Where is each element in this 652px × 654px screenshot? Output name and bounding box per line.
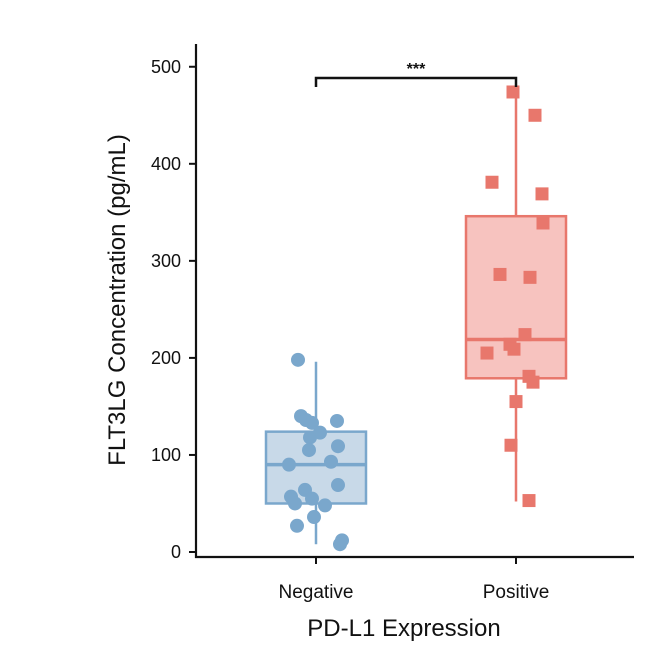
data-point bbox=[526, 375, 540, 389]
data-point bbox=[506, 85, 520, 99]
data-point bbox=[331, 478, 345, 493]
data-point bbox=[522, 494, 536, 508]
data-point bbox=[318, 498, 332, 513]
data-point bbox=[288, 496, 302, 511]
significance-bracket: *** bbox=[314, 61, 518, 87]
y-axis-title: FLT3LG Concentration (pg/mL) bbox=[104, 134, 131, 466]
data-point bbox=[282, 457, 296, 472]
data-point bbox=[303, 430, 317, 445]
x-tick-label-positive: Positive bbox=[483, 582, 550, 603]
data-point bbox=[290, 518, 304, 533]
data-point bbox=[305, 491, 319, 506]
boxes-layer bbox=[264, 97, 568, 545]
data-point bbox=[480, 346, 494, 360]
data-point bbox=[509, 395, 523, 409]
x-axis-ticks: Negative Positive bbox=[279, 557, 550, 603]
x-tick-label-negative: Negative bbox=[279, 582, 354, 603]
data-point bbox=[507, 342, 521, 356]
data-point bbox=[333, 537, 347, 552]
significance-label: *** bbox=[407, 61, 426, 78]
data-point bbox=[535, 187, 549, 201]
data-point bbox=[307, 510, 321, 525]
data-point bbox=[324, 454, 338, 469]
data-point bbox=[504, 438, 518, 452]
y-tick-label: 100 bbox=[151, 445, 181, 465]
data-point bbox=[302, 443, 316, 458]
iqr-box bbox=[264, 430, 368, 505]
y-tick-label: 200 bbox=[151, 348, 181, 368]
data-point bbox=[518, 328, 532, 342]
y-tick-label: 400 bbox=[151, 154, 181, 174]
data-point bbox=[291, 352, 305, 367]
data-point bbox=[536, 216, 550, 230]
y-tick-label: 0 bbox=[171, 542, 181, 562]
points-layer bbox=[282, 85, 550, 552]
data-point bbox=[331, 439, 345, 454]
bracket-line bbox=[314, 76, 518, 87]
data-point bbox=[493, 267, 507, 281]
y-tick-label: 300 bbox=[151, 251, 181, 271]
data-point bbox=[305, 415, 319, 430]
data-point bbox=[485, 175, 499, 189]
data-point bbox=[330, 413, 344, 428]
x-axis-title: PD-L1 Expression bbox=[307, 615, 500, 642]
y-axis-ticks: 0 100 200 300 400 500 bbox=[151, 57, 196, 562]
data-point bbox=[523, 270, 537, 284]
y-tick-label: 500 bbox=[151, 57, 181, 77]
data-point bbox=[528, 108, 542, 122]
